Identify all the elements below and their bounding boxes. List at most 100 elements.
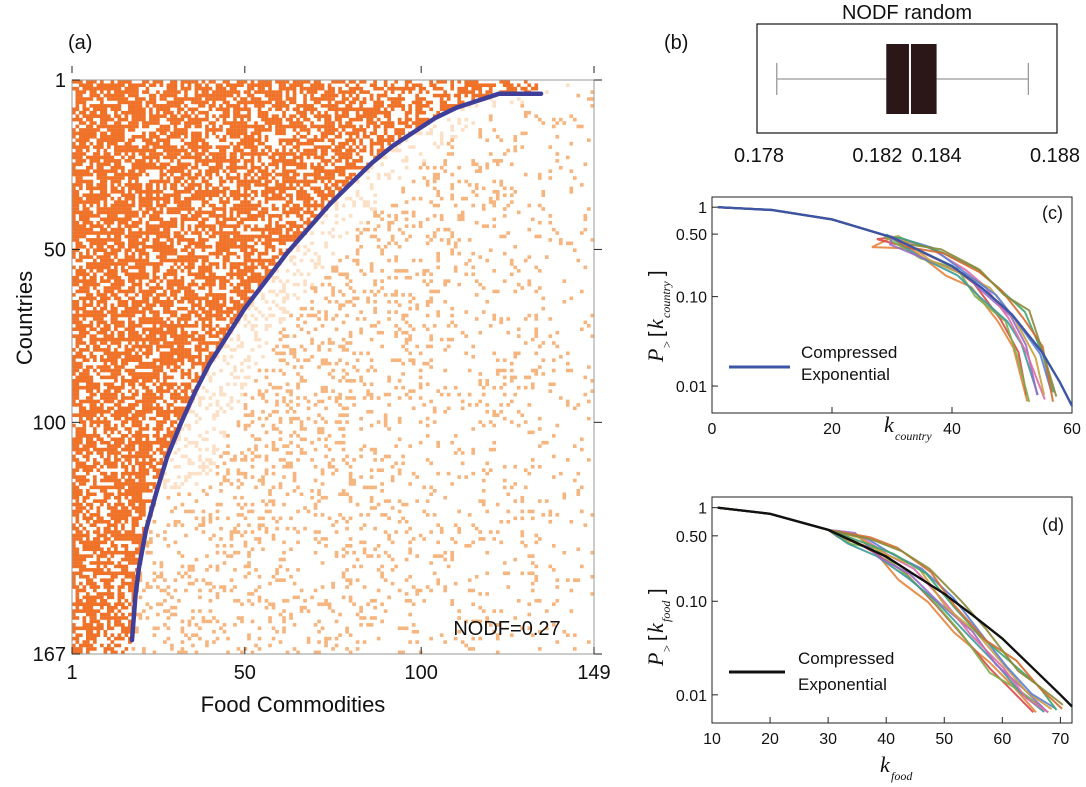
matrix-cell	[236, 131, 241, 136]
matrix-cell	[551, 227, 556, 232]
matrix-cell	[170, 286, 174, 290]
matrix-cell	[82, 100, 87, 105]
matrix-cell	[110, 368, 115, 373]
matrix-cell	[233, 148, 237, 153]
matrix-cell	[75, 275, 80, 280]
matrix-cell	[215, 193, 220, 198]
matrix-cell	[275, 124, 279, 129]
matrix-cell	[131, 334, 136, 338]
matrix-cell	[450, 306, 455, 311]
matrix-cell	[432, 141, 437, 146]
matrix-cell	[369, 324, 374, 328]
matrix-cell	[236, 193, 241, 198]
matrix-cell	[464, 196, 469, 201]
matrix-cell	[145, 90, 150, 94]
matrix-cell	[226, 224, 230, 228]
matrix-cell	[362, 97, 367, 101]
matrix-cell	[324, 241, 328, 246]
matrix-cell	[187, 80, 192, 84]
matrix-cell	[401, 210, 405, 215]
matrix-cell	[159, 131, 164, 136]
matrix-cell	[327, 172, 332, 177]
matrix-cell	[236, 214, 241, 218]
matrix-cell	[317, 117, 321, 122]
matrix-cell	[110, 86, 115, 91]
matrix-cell	[166, 138, 171, 143]
matrix-cell	[138, 334, 143, 338]
matrix-cell	[334, 327, 339, 332]
matrix-cell	[215, 244, 220, 249]
matrix-cell	[436, 227, 440, 232]
matrix-cell	[464, 93, 469, 98]
matrix-cell	[135, 220, 139, 225]
matrix-cell	[166, 296, 171, 301]
matrix-cell	[166, 110, 171, 115]
matrix-cell	[537, 172, 542, 177]
matrix-cell	[177, 104, 181, 108]
matrix-cell	[194, 313, 199, 318]
matrix-cell	[310, 313, 314, 318]
matrix-cell	[156, 128, 160, 132]
matrix-cell	[184, 97, 188, 101]
matrix-cell	[254, 265, 258, 270]
matrix-cell	[446, 238, 451, 242]
matrix-cell	[89, 382, 94, 387]
matrix-cell	[222, 327, 227, 332]
matrix-cell	[285, 334, 290, 338]
matrix-cell	[194, 214, 199, 218]
matrix-cell	[159, 152, 164, 156]
matrix-cell	[366, 299, 370, 304]
matrix-cell	[226, 241, 230, 246]
matrix-cell	[128, 334, 132, 338]
matrix-cell	[208, 128, 213, 132]
matrix-cell	[82, 134, 87, 139]
matrix-cell	[187, 207, 192, 211]
matrix-cell	[243, 193, 248, 198]
matrix-cell	[198, 86, 202, 91]
matrix-cell	[457, 121, 462, 125]
matrix-cell	[366, 351, 370, 356]
matrix-cell	[72, 282, 76, 287]
matrix-cell	[257, 344, 262, 349]
matrix-cell	[513, 375, 518, 380]
matrix-cell	[453, 93, 458, 98]
matrix-cell	[352, 296, 356, 301]
matrix-cell	[96, 97, 101, 101]
matrix-cell	[187, 217, 192, 222]
matrix-cell	[145, 238, 150, 242]
matrix-cell	[250, 169, 255, 173]
matrix-cell	[163, 244, 167, 249]
matrix-cell	[163, 275, 167, 280]
matrix-cell	[439, 238, 444, 242]
matrix-cell	[348, 104, 353, 108]
matrix-cell	[299, 186, 304, 191]
matrix-cell	[173, 365, 178, 369]
matrix-cell	[205, 217, 209, 222]
matrix-cell	[135, 100, 139, 105]
matrix-cell	[110, 286, 115, 290]
matrix-cell	[79, 351, 83, 356]
matrix-cell	[163, 90, 167, 94]
matrix-cell	[450, 145, 455, 149]
matrix-cell	[142, 231, 146, 235]
matrix-cell	[114, 365, 118, 369]
matrix-cell	[243, 196, 248, 201]
matrix-cell	[152, 286, 157, 290]
matrix-cell	[177, 282, 181, 287]
matrix-cell	[145, 303, 150, 307]
matrix-cell	[198, 145, 202, 149]
matrix-cell	[394, 334, 398, 338]
matrix-cell	[72, 265, 76, 270]
matrix-cell	[180, 317, 185, 321]
matrix-cell	[229, 354, 234, 359]
matrix-cell	[107, 238, 111, 242]
matrix-cell	[313, 203, 318, 208]
matrix-cell	[236, 231, 241, 235]
matrix-cell	[89, 110, 94, 115]
matrix-cell	[397, 100, 402, 105]
matrix-cell	[75, 100, 80, 105]
matrix-cell	[299, 86, 304, 91]
matrix-cell	[198, 337, 202, 342]
matrix-cell	[138, 203, 143, 208]
matrix-cell	[534, 313, 539, 318]
